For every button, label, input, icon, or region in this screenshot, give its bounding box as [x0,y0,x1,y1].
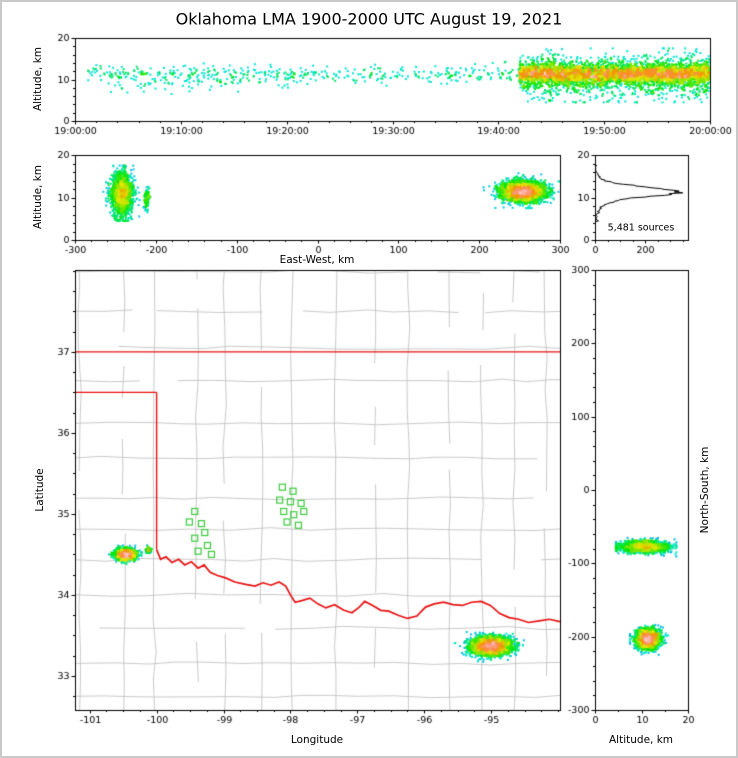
east-west-altitude-panel [75,155,560,240]
ns-altitude-ylabel: North-South, km [699,446,711,534]
ew-altitude-ylabel: Altitude, km [32,164,44,230]
source-count-annotation: 5,481 sources [607,222,675,234]
map-ylabel: Latitude [34,468,46,512]
north-south-altitude-panel [595,270,688,710]
figure-title: Oklahoma LMA 1900-2000 UTC August 19, 20… [175,9,563,29]
time-height-panel [75,38,710,121]
time-height-ylabel: Altitude, km [32,46,44,112]
ns-altitude-xlabel: Altitude, km [608,734,674,746]
map-xlabel: Longitude [290,734,344,746]
map-panel [75,270,560,710]
ew-altitude-xlabel: East-West, km [279,254,355,266]
